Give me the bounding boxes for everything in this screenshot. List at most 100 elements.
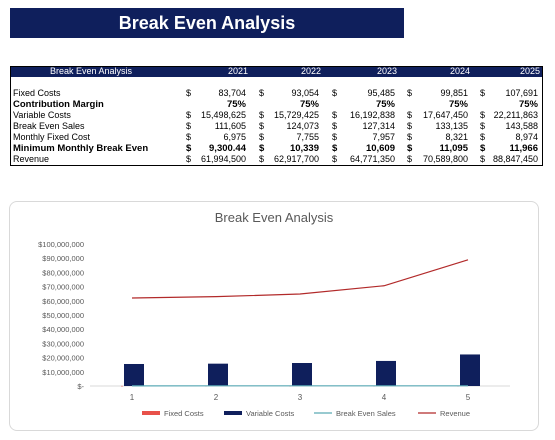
table-cell: 124,073 — [286, 121, 319, 131]
year-header: 2022 — [300, 66, 321, 76]
table-cell: 88,847,450 — [492, 154, 538, 164]
page-title: Break Even Analysis — [118, 12, 296, 33]
currency-symbol: $ — [259, 110, 265, 120]
row-label: Monthly Fixed Cost — [13, 132, 91, 142]
legend-swatch — [224, 411, 242, 415]
currency-symbol: $ — [186, 132, 192, 142]
currency-symbol: $ — [407, 110, 413, 120]
variable-costs-bar — [376, 360, 396, 386]
currency-symbol: $ — [259, 143, 265, 154]
variable-costs-bar — [208, 363, 228, 386]
table-cell: 9,300.44 — [209, 143, 246, 154]
variable-costs-bar — [124, 363, 144, 386]
currency-symbol: $ — [259, 154, 265, 164]
table-cell: 8,321 — [445, 132, 468, 142]
table-cell: 127,314 — [362, 121, 395, 131]
currency-symbol: $ — [332, 110, 338, 120]
table-header-label: Break Even Analysis — [50, 66, 133, 76]
table-cell: 62,917,700 — [273, 154, 319, 164]
table-row: Revenue $61,994,500 $62,917,700 $64,771,350… — [10, 154, 543, 166]
currency-symbol: $ — [480, 132, 486, 142]
table-cell: 75% — [375, 99, 395, 110]
currency-symbol: $ — [407, 88, 413, 98]
currency-symbol: $ — [332, 132, 338, 142]
row-label: Revenue — [13, 154, 50, 164]
page-title-banner: Break Even Analysis — [10, 8, 404, 38]
table-cell: 83,704 — [218, 88, 246, 98]
table-cell: 15,498,625 — [200, 110, 246, 120]
x-tick-label: 2 — [214, 393, 219, 402]
currency-symbol: $ — [186, 88, 192, 98]
currency-symbol: $ — [332, 121, 338, 131]
table-cell: 7,755 — [296, 132, 319, 142]
currency-symbol: $ — [259, 88, 265, 98]
table-cell: 99,851 — [440, 88, 468, 98]
table-cell: 133,135 — [435, 121, 468, 131]
table-cell: 61,994,500 — [200, 154, 246, 164]
x-tick-label: 1 — [130, 393, 135, 402]
x-tick-label: 5 — [466, 393, 471, 402]
year-header: 2023 — [376, 66, 397, 76]
currency-symbol: $ — [407, 154, 413, 164]
table-cell: 7,957 — [372, 132, 395, 142]
currency-symbol: $ — [480, 110, 486, 120]
y-tick-label: $- — [77, 382, 84, 391]
y-tick-label: $100,000,000 — [38, 240, 84, 249]
row-label: Break Even Sales — [13, 121, 85, 131]
y-tick-label: $10,000,000 — [42, 368, 84, 377]
revenue-line — [131, 259, 469, 299]
table-cell: 95,485 — [367, 88, 395, 98]
y-tick-label: $30,000,000 — [42, 339, 84, 348]
variable-costs-bar — [292, 363, 312, 386]
legend-label: Fixed Costs — [164, 409, 204, 418]
currency-symbol: $ — [407, 143, 413, 154]
currency-symbol: $ — [480, 88, 486, 98]
table-row: Contribution Margin 75% 75% 75% 75% 75% — [10, 99, 543, 110]
y-tick-label: $50,000,000 — [42, 311, 84, 320]
table-cell: 16,192,838 — [349, 110, 395, 120]
table-cell: 75% — [226, 99, 246, 110]
x-tick-label: 3 — [298, 393, 303, 402]
fixed-costs-bar — [121, 385, 123, 387]
row-label: Contribution Margin — [13, 99, 104, 110]
table-cell: 11,966 — [509, 143, 538, 154]
table-cell: 70,589,800 — [422, 154, 468, 164]
currency-symbol: $ — [259, 132, 265, 142]
y-tick-label: $80,000,000 — [42, 268, 84, 277]
currency-symbol: $ — [407, 121, 413, 131]
table-cell: 8,974 — [515, 132, 538, 142]
table-cell: 15,729,425 — [273, 110, 319, 120]
table-cell: 75% — [518, 99, 538, 110]
table-cell: 111,605 — [214, 121, 246, 131]
table-cell: 10,339 — [289, 143, 319, 154]
break-even-chart: Break Even Analysis $- $10,000,000 $20,000… — [9, 201, 539, 431]
currency-symbol: $ — [332, 88, 338, 98]
table-cell: 10,609 — [365, 143, 395, 154]
currency-symbol: $ — [186, 154, 192, 164]
variable-costs-bar — [460, 354, 480, 386]
y-tick-label: $40,000,000 — [42, 325, 84, 334]
table-row: Break Even Sales $111,605 $124,073 $127,314… — [10, 121, 543, 132]
currency-symbol: $ — [332, 143, 338, 154]
table-cell: 75% — [299, 99, 319, 110]
legend-label: Break Even Sales — [336, 409, 396, 418]
x-tick-label: 4 — [382, 393, 387, 402]
legend-swatch — [142, 411, 160, 415]
y-tick-label: $20,000,000 — [42, 354, 84, 363]
table-cell: 64,771,350 — [349, 154, 395, 164]
table-row: Fixed Costs $83,704 $93,054 $95,485 $99,851 $… — [10, 88, 543, 99]
table-cell: 6,975 — [223, 132, 246, 142]
row-label: Fixed Costs — [13, 88, 61, 98]
currency-symbol: $ — [407, 132, 413, 142]
table-row: Variable Costs $15,498,625 $15,729,425 $16,… — [10, 110, 543, 121]
y-tick-label: $70,000,000 — [42, 283, 84, 292]
table-cell: 22,211,863 — [493, 110, 538, 120]
year-header: 2025 — [519, 66, 540, 76]
table-cell: 75% — [448, 99, 468, 110]
table-row: Monthly Fixed Cost $6,975 $7,755 $7,957 $8,3… — [10, 132, 543, 143]
table-cell: 93,054 — [291, 88, 319, 98]
table-cell: 17,647,450 — [422, 110, 468, 120]
table-body: Fixed Costs $83,704 $93,054 $95,485 $99,851 $… — [10, 88, 543, 166]
break-even-table: Break Even Analysis 2021 2022 2023 2024 … — [10, 66, 543, 166]
row-label: Minimum Monthly Break Even — [13, 143, 149, 154]
